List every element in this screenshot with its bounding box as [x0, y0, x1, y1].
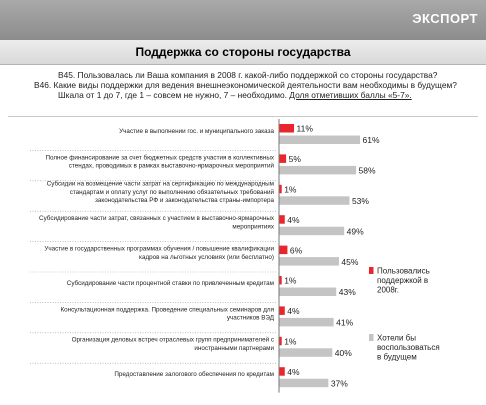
bar-future — [279, 196, 350, 205]
value-label-used: 1% — [284, 276, 297, 286]
value-label-used: 4% — [287, 367, 300, 377]
value-label-future: 58% — [359, 166, 376, 176]
legend-label-used: 2008г. — [377, 286, 399, 295]
value-label-used: 4% — [287, 215, 300, 225]
legend-swatch-used — [369, 267, 374, 274]
legend-swatch-future — [369, 334, 374, 341]
category-label: Консультационная поддержка. Проведение с… — [60, 306, 274, 313]
category-label: участников ВЭД — [227, 315, 275, 322]
bar-used-2008 — [279, 154, 287, 163]
legend-label-used: Пользовались — [377, 267, 430, 276]
divider — [8, 116, 478, 117]
value-label-future: 41% — [336, 318, 353, 328]
category-label: стендах, проводимых в рамках выставочно-… — [69, 162, 275, 170]
section-tag: ЭКСПОРТ — [412, 11, 478, 26]
value-label-future: 49% — [347, 226, 364, 236]
title-band: Поддержка со стороны государства — [0, 40, 486, 65]
category-label: иностранными партнерами — [194, 345, 274, 352]
value-label-future: 61% — [363, 135, 380, 145]
bar-used-2008 — [279, 336, 282, 346]
bar-future — [279, 257, 339, 266]
bar-used-2008 — [279, 124, 295, 133]
bar-used-2008 — [279, 245, 288, 255]
category-label: Субсидии на возмещение части затрат на с… — [47, 180, 274, 188]
legend-label-used: поддержкой в — [377, 276, 428, 285]
page-title: Поддержка со стороны государства — [135, 45, 351, 59]
bar-used-2008 — [279, 184, 282, 194]
bar-future — [279, 226, 345, 236]
bar-used-2008 — [279, 306, 285, 315]
value-label-used: 1% — [284, 337, 297, 347]
legend-label-future: воспользоваться — [377, 343, 440, 352]
value-label-used: 5% — [289, 154, 302, 164]
bar-future — [279, 348, 333, 357]
legend-label-future: в будущем — [377, 353, 417, 362]
category-label: Субсидирование части затрат, связанных с… — [39, 214, 275, 222]
category-label: мероприятиях — [232, 223, 274, 230]
bar-used-2008 — [279, 276, 282, 285]
scale-note: Шкала от 1 до 7, где 1 – совсем не нужно… — [58, 90, 412, 100]
legend-label-future: Хотели бы — [377, 334, 416, 343]
category-label: законодательства РФ и законодательства с… — [95, 197, 274, 204]
value-label-future: 45% — [341, 257, 358, 267]
value-label-used: 1% — [284, 185, 297, 195]
category-label: Полное финансирование за счет бюджетных … — [45, 153, 274, 161]
bar-future — [279, 135, 361, 144]
bar-used-2008 — [279, 215, 285, 224]
question-b46: В46. Какие виды поддержки для ведения вн… — [34, 80, 457, 90]
scale-note-text: Шкала от 1 до 7, где 1 – совсем не нужно… — [58, 90, 290, 100]
bar-used-2008 — [279, 367, 285, 376]
bar-future — [279, 165, 357, 175]
category-label: Участие в выполнении гос. и муниципально… — [119, 128, 274, 135]
bar-future — [279, 317, 334, 327]
category-label: Предоставление залогового обеспечения по… — [114, 370, 274, 378]
value-label-future: 37% — [331, 378, 348, 388]
value-label-future: 40% — [335, 348, 352, 358]
category-label: Участие в государственных программах обу… — [44, 244, 274, 252]
value-label-used: 6% — [290, 245, 303, 255]
bar-future — [279, 287, 337, 296]
scale-note-underlined: Доля отметивших баллы «5-7». — [289, 90, 412, 100]
category-label: стандартам и оплату услуг по выполнению … — [70, 188, 275, 196]
category-label: Субсидирование части процентной ставки п… — [67, 279, 274, 287]
value-label-future: 53% — [352, 196, 369, 206]
bar-future — [279, 378, 329, 388]
category-label: кадров на льготных условиях (или бесплат… — [139, 253, 274, 261]
value-label-used: 4% — [287, 306, 300, 316]
question-b45: В45. Пользовалась ли Ваша компания в 200… — [58, 70, 438, 80]
value-label-used: 11% — [297, 124, 314, 134]
category-label: Организация деловых встреч отраслевых гр… — [72, 336, 274, 344]
header-bar: ЭКСПОРТ — [0, 0, 486, 40]
value-label-future: 43% — [339, 287, 356, 297]
